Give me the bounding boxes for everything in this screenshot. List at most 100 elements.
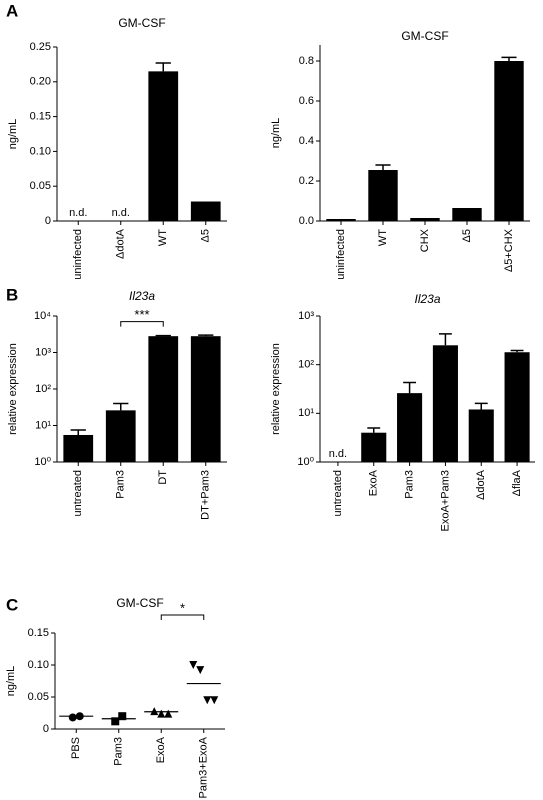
panel-label: B xyxy=(6,285,18,304)
y-tick-label: 0.25 xyxy=(30,41,51,53)
error-bar xyxy=(155,334,171,337)
point xyxy=(118,712,127,721)
y-tick-label: 0.10 xyxy=(30,145,51,157)
bar xyxy=(432,345,458,462)
chart-title: GM-CSF xyxy=(401,29,448,43)
error-bar xyxy=(113,402,129,411)
error-bar xyxy=(367,427,381,433)
x-tick-label: untreated xyxy=(332,470,344,516)
point xyxy=(68,713,77,722)
significance-bracket xyxy=(120,321,164,327)
y-tick-label: 0.8 xyxy=(299,55,314,67)
y-tick-label: 10² xyxy=(298,359,314,371)
y-tick-label: 0.05 xyxy=(28,691,49,703)
y-tick-label: 0.15 xyxy=(28,627,49,639)
chart-title: GM-CSF xyxy=(118,16,165,30)
bar xyxy=(148,336,179,462)
significance-label: *** xyxy=(134,307,149,322)
bar xyxy=(410,218,440,221)
y-tick-label: 0.2 xyxy=(299,175,314,187)
bar xyxy=(63,434,94,462)
point xyxy=(210,696,219,705)
point xyxy=(157,709,166,718)
y-tick-label: 10¹ xyxy=(298,407,314,419)
panel-label: C xyxy=(6,595,18,614)
x-tick-label: Pam3+ExoA xyxy=(198,736,210,798)
error-bar xyxy=(510,349,524,353)
y-tick-label: 0 xyxy=(45,215,51,227)
x-tick-label: WT xyxy=(377,229,389,246)
point xyxy=(203,696,212,705)
bar xyxy=(494,61,524,221)
y-tick-label: 0.10 xyxy=(28,659,49,671)
error-bar xyxy=(198,334,214,337)
x-tick-label: ΔdotA xyxy=(115,228,127,259)
x-tick-label: ExoA+Pam3 xyxy=(439,470,451,531)
significance-bracket xyxy=(160,614,205,620)
y-tick-label: 0.20 xyxy=(30,76,51,88)
bar xyxy=(397,393,423,462)
y-tick-label: 10³ xyxy=(35,346,51,358)
annotation: n.d. xyxy=(112,207,130,219)
bar xyxy=(105,410,136,462)
y-tick-label: 0.4 xyxy=(299,135,314,147)
y-tick-label: 0.6 xyxy=(299,95,314,107)
x-tick-label: untreated xyxy=(72,470,84,516)
x-tick-label: Δ5 xyxy=(200,229,212,242)
x-tick-label: Pam3 xyxy=(113,737,125,766)
error-bar xyxy=(438,333,452,346)
bar xyxy=(326,219,356,221)
y-tick-label: 10² xyxy=(35,383,51,395)
y-tick-label: 10⁴ xyxy=(34,310,51,322)
y-axis-label: relative expression xyxy=(270,343,282,435)
y-axis-label: ng/mL xyxy=(5,666,17,697)
x-tick-label: Δ5 xyxy=(461,229,473,242)
chart-title: Il23a xyxy=(129,289,155,303)
x-tick-label: DT xyxy=(157,470,169,485)
y-axis-label: ng/mL xyxy=(7,119,19,150)
point xyxy=(111,717,120,726)
chart-title: Il23a xyxy=(414,292,440,306)
y-tick-label: 0.0 xyxy=(299,215,314,227)
x-tick-label: CHX xyxy=(419,228,431,252)
y-tick-label: 10⁰ xyxy=(34,456,51,468)
bar xyxy=(190,336,221,462)
error-bar xyxy=(155,62,171,72)
x-tick-label: DT+Pam3 xyxy=(200,470,212,520)
x-tick-label: Pam3 xyxy=(403,470,415,499)
y-tick-label: 0.15 xyxy=(30,111,51,123)
y-tick-label: 0.05 xyxy=(30,180,51,192)
bar xyxy=(148,71,179,221)
error-bar xyxy=(474,402,488,410)
x-tick-label: ΔdotA xyxy=(475,469,487,500)
annotation: n.d. xyxy=(69,207,87,219)
x-tick-label: Pam3 xyxy=(115,470,127,499)
x-tick-label: uninfected xyxy=(72,229,84,280)
y-tick-label: 0 xyxy=(43,723,49,735)
point xyxy=(164,709,173,718)
panel-label: A xyxy=(6,1,18,20)
y-tick-label: 10¹ xyxy=(35,419,51,431)
error-bar xyxy=(501,56,517,61)
bar xyxy=(361,432,387,462)
significance-label: * xyxy=(180,600,185,615)
y-tick-label: 10⁰ xyxy=(297,456,314,468)
x-tick-label: uninfected xyxy=(335,229,347,280)
bar xyxy=(190,201,221,221)
point xyxy=(196,666,205,675)
bar xyxy=(504,352,530,462)
x-tick-label: ΔflaA xyxy=(511,469,523,496)
x-tick-label: PBS xyxy=(70,737,82,759)
y-axis-label: relative expression xyxy=(7,343,19,435)
x-tick-label: Δ5+CHX xyxy=(503,228,515,272)
error-bar xyxy=(375,164,391,170)
point xyxy=(189,661,198,669)
annotation: n.d. xyxy=(329,448,347,460)
bar xyxy=(468,409,494,462)
y-axis-label: ng/mL xyxy=(270,118,282,149)
bar xyxy=(452,208,482,221)
x-tick-label: ExoA xyxy=(368,469,380,496)
y-tick-label: 10³ xyxy=(298,310,314,322)
point xyxy=(150,707,159,716)
x-tick-label: WT xyxy=(157,229,169,246)
